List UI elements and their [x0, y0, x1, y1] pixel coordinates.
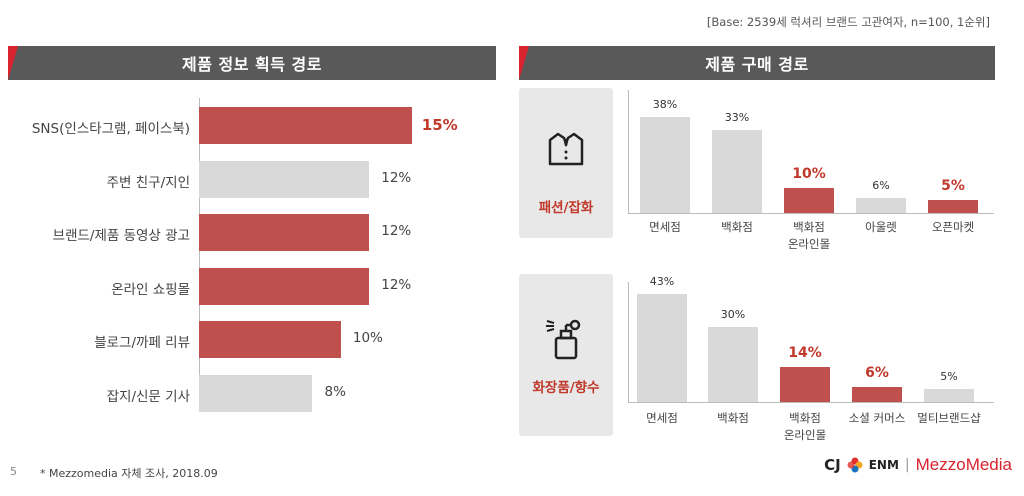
right-section-header: 제품 구매 경로 — [519, 46, 995, 80]
fashion-axis — [628, 90, 629, 214]
bar-value-label: 6% — [872, 178, 890, 192]
cj-flower-icon — [847, 457, 863, 473]
logo-separator: | — [904, 457, 910, 473]
bar-value-label: 14% — [788, 344, 822, 361]
bar-category-label: 소셜 커머스 — [848, 411, 906, 425]
bar — [640, 117, 690, 213]
bar-category-label: 백화점 온라인몰 — [787, 220, 831, 251]
cosmetics-axis — [628, 282, 629, 403]
shirt-icon — [548, 132, 584, 166]
bar-value-label: 43% — [649, 275, 675, 288]
company-logo: CJ ENM | MezzoMedia — [824, 455, 1012, 475]
bar — [199, 160, 370, 198]
bar-value-label: 12% — [381, 169, 412, 186]
bar-category-label: 백화점 온라인몰 — [783, 411, 827, 442]
bar-category-label: SNS(인스타그램, 페이스북) — [31, 121, 190, 137]
bar-category-label: 아울렛 — [865, 220, 897, 234]
bar-value-label: 38% — [652, 98, 678, 111]
bar-category-label: 백화점 — [717, 411, 749, 425]
left-chart-axis — [199, 98, 200, 412]
fashion-baseline — [628, 213, 994, 214]
bar — [712, 129, 762, 213]
cosmetics-category-label: 화장품/향수 — [532, 380, 600, 396]
bar-value-label: 15% — [421, 116, 458, 134]
bar-value-label: 10% — [792, 165, 826, 182]
bar-category-label: 면세점 — [649, 220, 681, 234]
bar — [199, 267, 370, 305]
bar-value-label: 8% — [324, 383, 346, 400]
bar — [637, 294, 687, 402]
bar-value-label: 12% — [381, 223, 412, 239]
fashion-category-label: 패션/잡화 — [538, 200, 594, 216]
bar-category-label: 멀티브랜드샵 — [917, 411, 981, 425]
bar — [852, 386, 902, 402]
bar — [199, 374, 313, 412]
bar-value-label: 33% — [724, 110, 750, 124]
bar-category-label: 브랜드/제품 동영상 광고 — [52, 228, 190, 244]
fashion-category-box: 패션/잡화 — [519, 88, 613, 238]
bar-value-label: 6% — [865, 364, 889, 381]
header-accent — [8, 46, 18, 80]
bar-category-label: 온라인 쇼핑몰 — [111, 281, 190, 298]
bar — [708, 326, 758, 402]
bar — [199, 107, 412, 144]
bar-category-label: 주변 친구/지인 — [106, 174, 190, 191]
logo-mezzomedia: MezzoMedia — [915, 455, 1012, 474]
left-section-header: 제품 정보 획득 경로 — [8, 46, 496, 80]
bar — [199, 214, 370, 251]
right-section-title: 제품 구매 경로 — [705, 55, 809, 74]
bar-category-label: 오픈마켓 — [931, 220, 975, 234]
left-section-title: 제품 정보 획득 경로 — [182, 55, 322, 74]
base-note: [Base: 2539세 럭셔리 브랜드 고관여자, n=100, 1순위] — [706, 15, 990, 29]
bar — [199, 321, 341, 358]
footnote: * Mezzomedia 자체 조사, 2018.09 — [40, 467, 218, 480]
bar — [780, 366, 830, 402]
cosmetics-baseline — [628, 402, 994, 403]
bar-value-label: 5% — [941, 178, 965, 195]
bar-value-label: 30% — [720, 307, 746, 321]
bar — [856, 197, 906, 213]
perfume-icon — [546, 319, 581, 360]
bar-category-label: 백화점 — [721, 220, 753, 234]
cosmetics-category-box: 화장품/향수 — [519, 274, 613, 436]
bar-category-label: 잡지/신문 기사 — [106, 388, 190, 405]
header-accent — [519, 46, 529, 80]
bar-category-label: 면세점 — [646, 411, 678, 425]
bar — [924, 389, 974, 402]
bar-value-label: 5% — [940, 370, 958, 384]
bar-value-label: 12% — [381, 276, 412, 293]
logo-cj: CJ — [824, 456, 841, 474]
logo-enm: ENM — [868, 458, 899, 472]
bar — [928, 200, 978, 213]
bar-value-label: 10% — [352, 330, 383, 346]
bar-category-label: 블로그/까페 리뷰 — [94, 335, 190, 351]
bar — [784, 187, 834, 213]
page-number: 5 — [10, 465, 17, 478]
